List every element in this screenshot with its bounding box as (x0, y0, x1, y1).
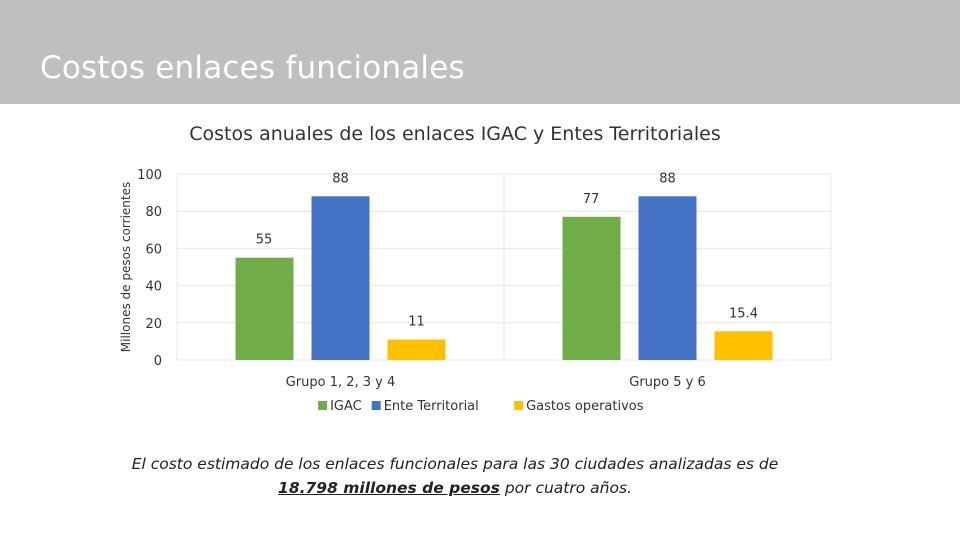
legend-swatch (514, 401, 524, 410)
y-axis-label: Millones de pesos corrientes (119, 182, 133, 352)
slide-header: Costos enlaces funcionales (0, 0, 960, 104)
y-tick-label: 40 (145, 280, 162, 295)
slide-caption: El costo estimado de los enlaces funcion… (90, 452, 820, 500)
y-tick-label: 100 (137, 168, 162, 183)
slide-title: Costos enlaces funcionales (40, 50, 465, 86)
data-label: 88 (332, 171, 349, 186)
bar-igac (562, 216, 621, 360)
x-tick-label: Grupo 1, 2, 3 y 4 (286, 375, 396, 390)
bar-gastos-operativos (714, 331, 773, 360)
data-label: 15.4 (729, 306, 758, 321)
legend-label: IGAC (330, 399, 362, 414)
data-label: 88 (659, 171, 676, 186)
bar-ente-territorial (638, 196, 697, 360)
data-label: 55 (256, 233, 273, 248)
y-tick-label: 20 (145, 317, 162, 332)
y-tick-label: 60 (145, 242, 162, 257)
y-tick-label: 0 (154, 354, 162, 369)
legend-swatch (318, 401, 328, 410)
bar-igac (235, 257, 294, 360)
data-label: 77 (583, 192, 600, 207)
caption-emphasis: 18.798 millones de pesos (278, 479, 500, 497)
caption-text-end: por cuatro años. (499, 479, 632, 497)
chart-title: Costos anuales de los enlaces IGAC y Ent… (189, 123, 720, 145)
x-tick-label: Grupo 5 y 6 (629, 375, 706, 390)
y-tick-label: 80 (145, 205, 162, 220)
legend-label: Ente Territorial (384, 399, 479, 414)
caption-text: El costo estimado de los enlaces funcion… (131, 455, 779, 473)
legend-label: Gastos operativos (526, 399, 644, 414)
bar-gastos-operativos (387, 339, 446, 360)
data-label: 11 (408, 315, 425, 330)
bar-chart: Costos anuales de los enlaces IGAC y Ent… (119, 123, 832, 414)
bar-ente-territorial (311, 196, 370, 360)
legend-swatch (371, 401, 381, 410)
